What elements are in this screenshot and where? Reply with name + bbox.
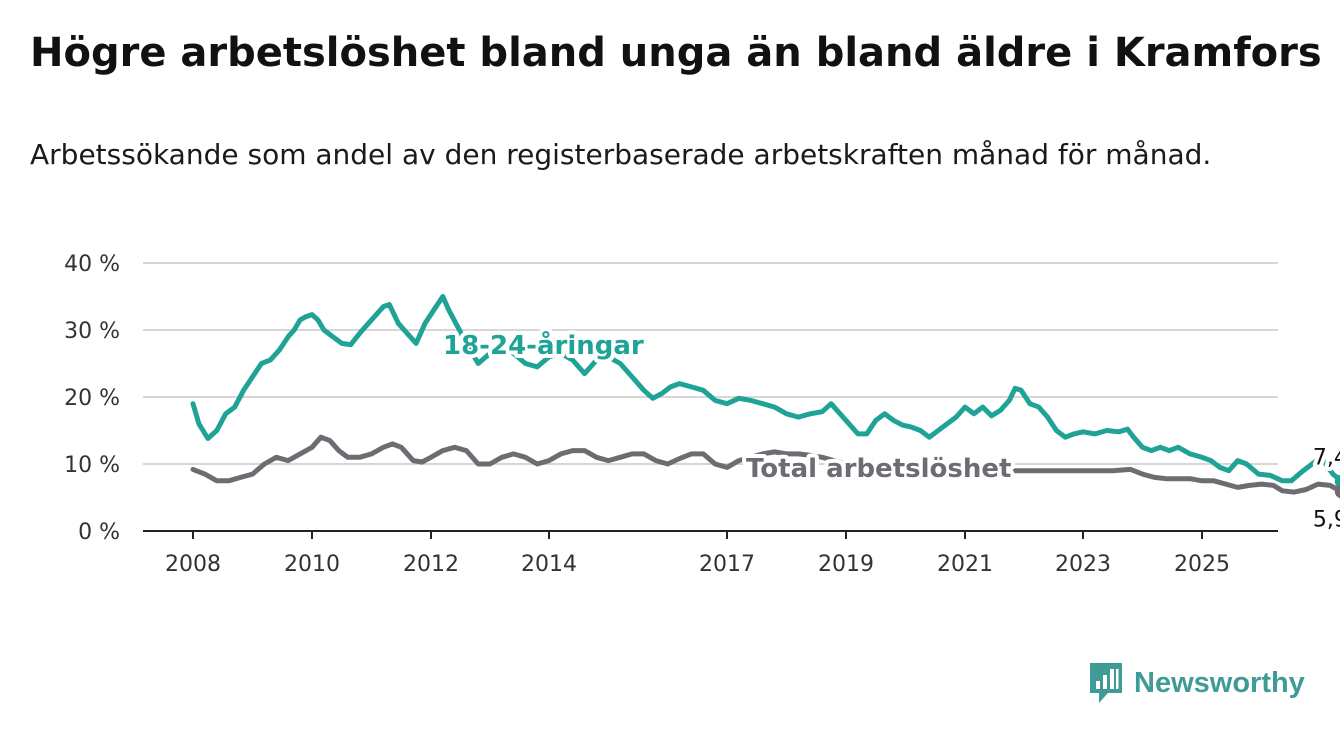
gridlines	[143, 262, 1278, 465]
series-labels: 18-24-åringar Total arbetslöshet 7,4 % 5,9 …	[439, 325, 1340, 536]
x-tick-label: 2025	[1174, 552, 1230, 577]
line-chart: 0 % 10 % 20 % 30 % 40 % 2008 2010 2012 2014 2017…	[64, 252, 1340, 577]
x-tick-label: 2014	[521, 552, 577, 577]
newsworthy-logo: Newsworthy	[1088, 660, 1305, 706]
y-tick-label: 30 %	[64, 319, 120, 344]
y-tick-label: 20 %	[64, 386, 120, 411]
series-label-youth: 18-24-åringar	[443, 329, 644, 361]
x-tick-label: 2010	[284, 552, 340, 577]
end-label-youth: 7,4 %	[1313, 445, 1340, 470]
x-tick-label: 2019	[818, 552, 874, 577]
chart-title: Högre arbetslöshet bland unga än bland ä…	[30, 30, 1322, 76]
series-lines	[190, 294, 1340, 499]
brand-name: Newsworthy	[1134, 666, 1305, 699]
end-marker-youth	[1334, 474, 1340, 489]
x-axis-ticks: 2008 2010 2012 2014 2017 2019 2021 2023 2025	[165, 531, 1230, 577]
x-tick-label: 2023	[1055, 552, 1111, 577]
series-line-total	[190, 434, 1340, 495]
x-tick-label: 2021	[937, 552, 993, 577]
series-line-youth	[190, 294, 1340, 484]
x-tick-label: 2017	[699, 552, 755, 577]
bar-chart-speech-bubble-icon	[1090, 663, 1122, 703]
y-tick-label: 10 %	[64, 453, 120, 478]
x-tick-label: 2012	[403, 552, 459, 577]
y-tick-label: 0 %	[78, 520, 120, 545]
end-marker-total	[1334, 484, 1340, 499]
y-axis-ticks: 0 % 10 % 20 % 30 % 40 %	[64, 252, 120, 545]
chart-subtitle: Arbetssökande som andel av den registerb…	[30, 138, 1212, 171]
end-label-total: 5,9 %	[1313, 507, 1340, 532]
series-label-total: Total arbetslöshet	[746, 454, 1011, 484]
x-tick-label: 2008	[165, 552, 221, 577]
y-tick-label: 40 %	[64, 252, 120, 277]
